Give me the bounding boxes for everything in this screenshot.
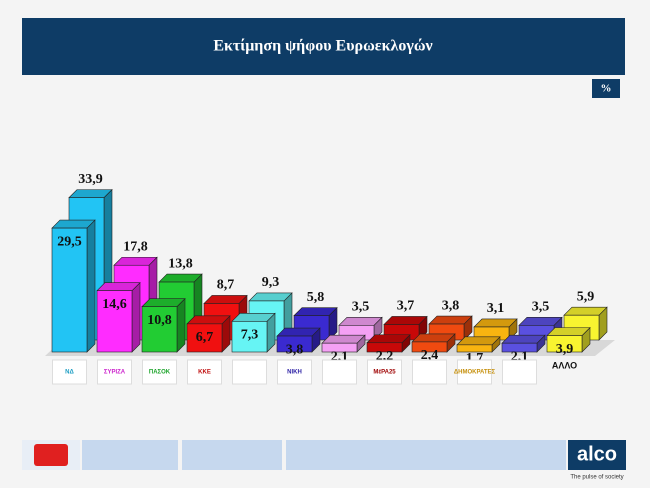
value-label: 29,5: [57, 234, 82, 249]
tagline: The pulse of society: [570, 475, 623, 481]
front-bar: [186, 323, 223, 353]
front-bar: [96, 290, 133, 353]
front-bar-top: [96, 282, 141, 291]
value-label: 9,3: [262, 275, 280, 290]
category-label: ΜέΡΑ25: [373, 370, 396, 376]
category-label: ΝΔ: [65, 370, 74, 376]
front-bar: [501, 342, 538, 353]
value-label: 3,1: [487, 301, 505, 316]
front-bar-top: [411, 333, 456, 343]
front-bar-side: [86, 219, 96, 353]
front-bar: [456, 344, 493, 353]
value-label: 2,4: [421, 348, 439, 363]
front-bar: [366, 342, 403, 353]
value-label: 33,9: [78, 172, 103, 187]
value-label: 14,6: [102, 297, 127, 312]
front-bar: [276, 335, 313, 353]
back-bar-top: [203, 295, 248, 304]
party-logo: [142, 359, 177, 385]
front-bar: [411, 341, 448, 353]
party-logo: [232, 359, 267, 385]
back-bar-top: [518, 316, 563, 326]
front-bar-top: [456, 336, 501, 346]
value-label: 10,8: [147, 313, 172, 328]
value-label: 3,5: [532, 300, 550, 315]
chart-title: Εκτίμηση ψήφου Ευρωεκλογών: [213, 38, 432, 55]
category-label: ΑΛΛΟ: [552, 360, 577, 370]
party-logo: [322, 359, 357, 385]
party-logo: [97, 359, 132, 385]
back-bar-top: [563, 306, 608, 316]
front-bar-top: [231, 313, 276, 322]
tv-logo: [34, 444, 68, 466]
back-bar-top: [248, 292, 293, 302]
category-label: ΝΙΚΗ: [287, 370, 302, 376]
category-label: ΔΗΜΟΚΡΑΤΕΣ: [454, 370, 496, 376]
value-label: 3,8: [442, 298, 460, 313]
front-bar: [546, 335, 583, 353]
brand: alco: [577, 443, 617, 465]
front-bar-top: [51, 219, 96, 229]
value-label: 8,7: [217, 278, 235, 293]
brand-box: [568, 440, 626, 470]
value-label: 5,9: [577, 289, 595, 304]
back-bar-top: [293, 307, 338, 316]
party-logo: [502, 359, 537, 385]
back-bar-top: [158, 273, 203, 283]
front-bar-top: [546, 327, 591, 336]
front-bar-top: [501, 334, 546, 344]
back-bar-top: [338, 316, 383, 326]
front-bar-top: [186, 315, 231, 325]
front-bar-side: [131, 281, 141, 353]
value-label: 13,8: [168, 256, 193, 271]
value-label: 3,5: [352, 300, 370, 315]
front-bar-top: [321, 334, 366, 344]
value-label: 3,7: [397, 299, 415, 314]
back-bar-top: [113, 256, 158, 266]
back-bar-top: [428, 315, 473, 325]
footer-cell: [82, 440, 178, 470]
category-label: ΚΚΕ: [198, 370, 211, 376]
unit-box: [592, 79, 620, 98]
category-label: ΠΑΣΟΚ: [149, 370, 171, 376]
value-label: 5,8: [307, 290, 325, 305]
value-label: 7,3: [241, 328, 259, 343]
party-logo: [52, 359, 87, 385]
back-bar-top: [473, 318, 518, 328]
footer-cell: [182, 440, 282, 470]
value-label: 3,9: [556, 342, 574, 357]
party-logo: [457, 359, 492, 385]
front-bar: [51, 227, 88, 353]
footer-cell: [286, 440, 566, 470]
front-bar: [321, 342, 358, 353]
back-bar-top: [68, 189, 113, 198]
front-bar-top: [141, 298, 186, 307]
front-bar-side: [176, 297, 186, 353]
party-logo: [412, 359, 447, 385]
front-bar: [231, 321, 268, 353]
value-label: 3,8: [286, 342, 304, 357]
front-bar-top: [366, 334, 411, 344]
party-logo: [367, 359, 402, 385]
bars: 33,9 17,8 13,8 8,7 9,3 5,8 3,5 3,7 3,8 3,1 3,5 5,9 2…: [51, 172, 608, 366]
unit-label: %: [601, 83, 612, 95]
value-label: 6,7: [196, 330, 214, 345]
value-label: 17,8: [123, 239, 148, 254]
header-band: [22, 18, 625, 75]
party-logo: [187, 359, 222, 385]
category-label: ΣΥΡΙΖΑ: [104, 370, 126, 376]
party-logo: [277, 359, 312, 385]
front-bar-top: [276, 327, 321, 337]
back-bar-top: [383, 316, 428, 325]
front-bar: [141, 306, 178, 353]
